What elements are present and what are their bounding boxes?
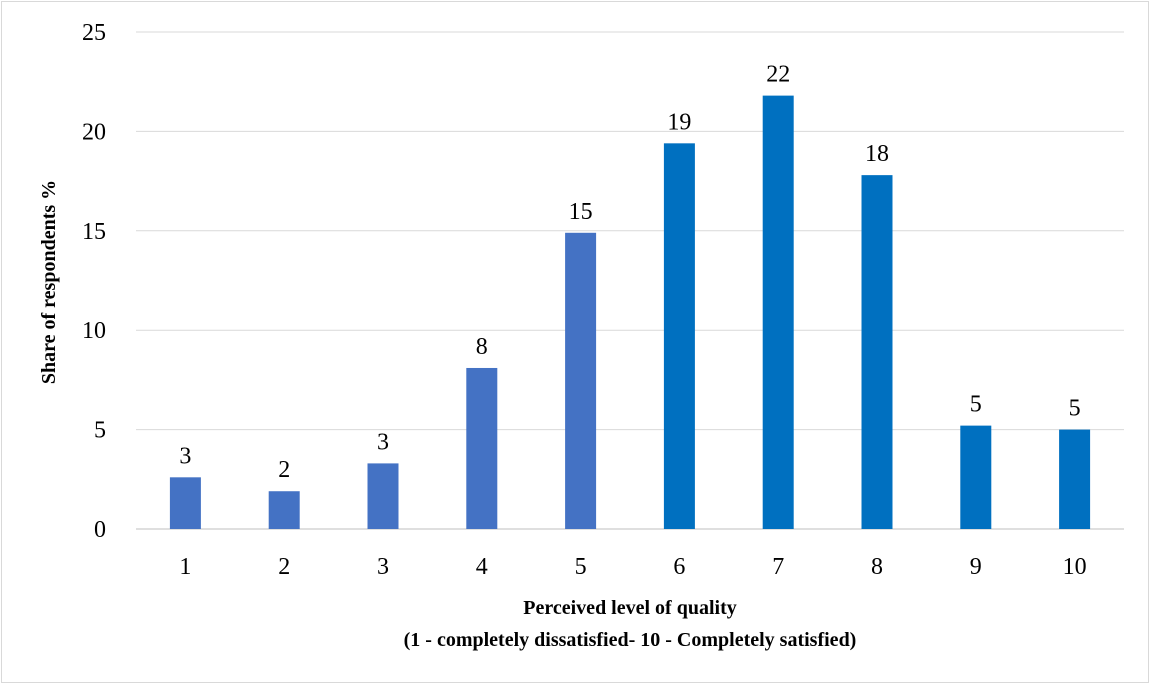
- bar: [169, 477, 201, 529]
- data-label: 3: [179, 443, 191, 469]
- x-axis-title: Perceived level of quality: [523, 597, 736, 619]
- bar: [762, 95, 794, 529]
- data-label: 18: [865, 141, 889, 167]
- x-tick-label: 3: [377, 554, 389, 580]
- y-tick-label: 25: [82, 20, 106, 46]
- y-tick-label: 20: [82, 119, 106, 145]
- gridlines: [136, 31, 1124, 530]
- data-label: 5: [970, 392, 982, 418]
- x-tick-label: 9: [970, 554, 982, 580]
- y-axis-title: Share of respondents %: [38, 180, 60, 384]
- x-tick-labels: 1 2 3 4 5 6 7 8 9 10: [179, 554, 1086, 580]
- y-tick-label: 0: [94, 517, 106, 543]
- x-tick-label: 5: [575, 554, 587, 580]
- y-tick-label: 15: [82, 219, 106, 245]
- y-tick-labels: 0 5 10 15 20 25: [82, 20, 106, 543]
- bar: [367, 463, 399, 529]
- x-tick-label: 1: [179, 554, 191, 580]
- x-axis-subtitle: (1 - completely dissatisfied- 10 - Compl…: [404, 629, 857, 651]
- data-labels: 3 2 3 8 15 19 22 18 5 5: [179, 62, 1080, 484]
- y-tick-label: 5: [94, 418, 106, 444]
- x-tick-label: 10: [1063, 554, 1087, 580]
- data-label: 5: [1069, 396, 1081, 422]
- data-label: 3: [377, 429, 389, 455]
- x-tick-label: 2: [278, 554, 290, 580]
- data-label: 19: [667, 109, 691, 135]
- x-tick-label: 4: [476, 554, 488, 580]
- bar: [861, 175, 893, 530]
- data-label: 8: [476, 334, 488, 360]
- bar: [466, 367, 498, 529]
- data-label: 2: [278, 457, 290, 483]
- bar: [1059, 429, 1091, 529]
- data-label: 15: [569, 199, 593, 225]
- bar: [960, 425, 992, 529]
- y-tick-label: 10: [82, 318, 106, 344]
- bar: [663, 143, 695, 529]
- x-tick-label: 7: [772, 554, 784, 580]
- x-tick-label: 6: [673, 554, 685, 580]
- bar: [268, 491, 300, 529]
- x-tick-label: 8: [871, 554, 883, 580]
- bars: [169, 95, 1091, 530]
- bar: [565, 232, 597, 529]
- data-label: 22: [766, 62, 790, 88]
